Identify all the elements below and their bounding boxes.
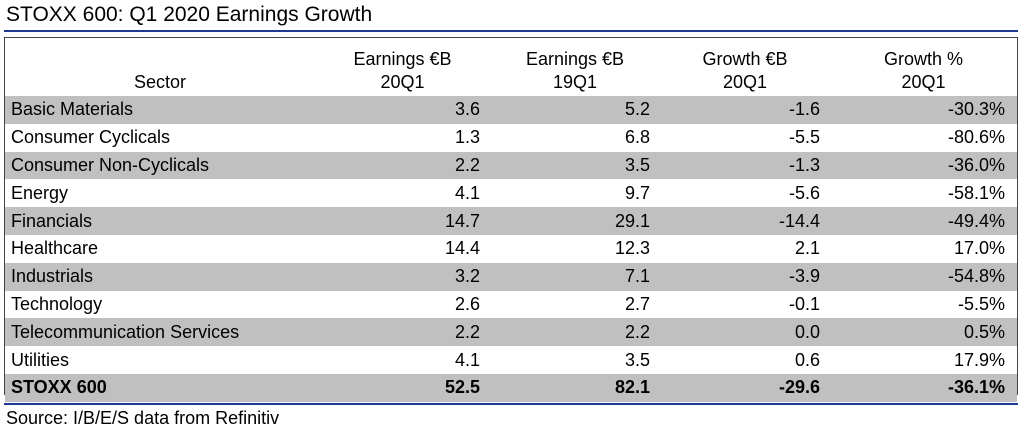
growth-eur-cell: -1.3 (660, 151, 830, 180)
earnings-20q1-cell: 4.1 (454, 349, 480, 370)
top-divider (4, 30, 1018, 32)
table-row: Utilities 4.1 3.5 0.6 17.9% (5, 346, 1017, 374)
earnings-20q1-cell: 3.6 (315, 96, 490, 124)
growth-pct-cell: 0.5% (830, 318, 1017, 347)
growth-eur-cell: 0.6 (794, 349, 820, 370)
table-row: Industrials 3.2 7.1 -3.9 -54.8% (5, 262, 1017, 291)
total-growth-eur-cell: -29.6 (660, 373, 830, 402)
earnings-table: Sector Earnings €B 20Q1 Earnings €B 19Q1 G… (5, 38, 1017, 402)
earnings-20q1-cell: 1.3 (454, 127, 480, 148)
header-growth-pct: Growth % 20Q1 (883, 49, 964, 92)
growth-eur-cell: -3.9 (660, 262, 830, 291)
sector-cell: Telecommunication Services (5, 318, 315, 347)
table-row: Consumer Non-Cyclicals 2.2 3.5 -1.3 -36.… (5, 151, 1017, 180)
table-row: Telecommunication Services 2.2 2.2 0.0 0… (5, 318, 1017, 347)
table-row: Consumer Cyclicals 1.3 6.8 -5.5 -80.6% (5, 124, 1017, 152)
table-row: Energy 4.1 9.7 -5.6 -58.1% (5, 179, 1017, 207)
table-row: Financials 14.7 29.1 -14.4 -49.4% (5, 207, 1017, 235)
earnings-20q1-cell: 2.2 (315, 151, 490, 180)
earnings-20q1-cell: 2.2 (315, 318, 490, 347)
total-earnings-20q1-cell: 52.5 (315, 373, 490, 402)
growth-pct-cell: -30.3% (830, 96, 1017, 124)
earnings-19q1-cell: 2.2 (490, 318, 660, 347)
growth-pct-cell: -5.5% (957, 293, 1005, 314)
bottom-divider (4, 403, 1018, 405)
sector-cell: Energy (11, 182, 69, 203)
sector-cell: Healthcare (11, 238, 99, 259)
earnings-19q1-cell: 3.5 (624, 349, 650, 370)
table-row: Healthcare 14.4 12.3 2.1 17.0% (5, 235, 1017, 263)
header-earnings-20q1: Earnings €B 20Q1 (353, 49, 452, 92)
table-row: Technology 2.6 2.7 -0.1 -5.5% (5, 291, 1017, 319)
growth-pct-cell: -58.1% (947, 182, 1005, 203)
growth-eur-cell: -1.6 (660, 96, 830, 124)
header-growth-eur: Growth €B 20Q1 (702, 49, 788, 92)
earnings-19q1-cell: 9.7 (624, 182, 650, 203)
earnings-19q1-cell: 3.5 (490, 151, 660, 180)
source-note: Source: I/B/E/S data from Refinitiv (6, 408, 280, 428)
sector-cell: Consumer Cyclicals (11, 127, 171, 148)
growth-pct-cell: -36.0% (830, 151, 1017, 180)
earnings-20q1-cell: 14.7 (315, 207, 490, 235)
header-sector: Sector (133, 72, 187, 92)
earnings-19q1-cell: 5.2 (490, 96, 660, 124)
growth-eur-cell: -0.1 (788, 293, 820, 314)
header-row: Sector Earnings €B 20Q1 Earnings €B 19Q1 G… (5, 38, 1017, 96)
earnings-19q1-cell: 12.3 (614, 238, 650, 259)
sector-cell: Industrials (5, 262, 315, 291)
table-title: STOXX 600: Q1 2020 Earnings Growth (6, 3, 373, 26)
growth-pct-cell: -54.8% (830, 262, 1017, 291)
growth-eur-cell: -14.4 (660, 207, 830, 235)
growth-pct-cell: 17.9% (953, 349, 1005, 370)
sector-cell: Utilities (11, 349, 70, 370)
earnings-19q1-cell: 2.7 (624, 293, 650, 314)
earnings-20q1-cell: 4.1 (454, 182, 480, 203)
total-growth-pct-cell: -36.1% (830, 373, 1017, 402)
total-sector-cell: STOXX 600 (5, 373, 315, 402)
growth-eur-cell: -5.6 (788, 182, 820, 203)
sector-cell: Consumer Non-Cyclicals (5, 151, 315, 180)
earnings-19q1-cell: 7.1 (490, 262, 660, 291)
earnings-20q1-cell: 14.4 (444, 238, 480, 259)
growth-pct-cell: -49.4% (830, 207, 1017, 235)
sector-cell: Basic Materials (5, 96, 315, 124)
total-row: STOXX 600 52.5 82.1 -29.6 -36.1% (5, 373, 1017, 402)
growth-pct-cell: -80.6% (947, 127, 1005, 148)
sector-cell: Technology (11, 293, 103, 314)
growth-pct-cell: 17.0% (953, 238, 1005, 259)
earnings-19q1-cell: 29.1 (490, 207, 660, 235)
earnings-20q1-cell: 3.2 (315, 262, 490, 291)
sector-cell: Financials (5, 207, 315, 235)
growth-eur-cell: 2.1 (794, 238, 820, 259)
header-earnings-19q1: Earnings €B 19Q1 (525, 49, 625, 92)
table-row: Basic Materials 3.6 5.2 -1.6 -30.3% (5, 96, 1017, 124)
growth-eur-cell: -5.5 (788, 127, 820, 148)
growth-eur-cell: 0.0 (660, 318, 830, 347)
earnings-20q1-cell: 2.6 (454, 293, 480, 314)
total-earnings-19q1-cell: 82.1 (490, 373, 660, 402)
earnings-19q1-cell: 6.8 (624, 127, 650, 148)
